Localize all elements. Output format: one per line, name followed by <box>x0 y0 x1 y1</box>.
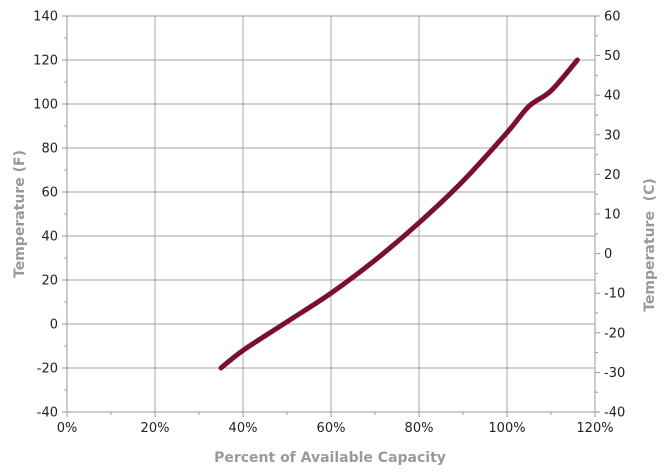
left-y-tick-label: -40 <box>37 406 58 421</box>
right-y-tick-label: 60 <box>604 10 621 25</box>
x-tick-label: 60% <box>317 421 346 436</box>
right-y-tick-label: -40 <box>604 406 625 421</box>
left-y-tick-label: 80 <box>41 142 58 157</box>
right-y-axis-tick-labels: -40 -30 -20 -10 0 10 20 30 40 50 60 <box>604 10 625 421</box>
left-y-tick-label: -20 <box>37 362 58 377</box>
left-y-tick-label: 0 <box>50 318 58 333</box>
x-tick-label: 0% <box>57 421 78 436</box>
grid-lines <box>66 15 596 413</box>
x-axis-tick-labels: 0% 20% 40% 60% 80% 100% 120% <box>57 421 614 436</box>
right-y-axis-title: Temperature (C) <box>642 178 658 312</box>
axis-ticks <box>62 15 600 417</box>
right-y-tick-label: 50 <box>604 49 621 64</box>
x-tick-label: 40% <box>229 421 258 436</box>
right-y-tick-label: 40 <box>604 89 621 104</box>
capacity-temperature-line <box>218 57 580 371</box>
right-y-tick-label: 20 <box>604 168 621 183</box>
right-y-tick-label: 30 <box>604 128 621 143</box>
series-layer <box>218 57 580 371</box>
left-y-tick-label: 60 <box>41 186 58 201</box>
x-tick-label: 80% <box>405 421 434 436</box>
left-y-axis-tick-labels: -40 -20 0 20 40 60 80 100 120 140 <box>33 10 58 421</box>
x-axis-title: Percent of Available Capacity <box>214 450 446 466</box>
x-tick-label: 120% <box>576 421 613 436</box>
left-y-tick-label: 140 <box>33 10 58 25</box>
right-y-tick-label: 10 <box>604 208 621 223</box>
x-tick-label: 100% <box>488 421 525 436</box>
left-y-tick-label: 120 <box>33 54 58 69</box>
right-y-tick-label: -10 <box>604 287 625 302</box>
left-y-axis-title: Temperature (F) <box>12 150 28 278</box>
left-y-tick-label: 100 <box>33 98 58 113</box>
x-tick-label: 20% <box>141 421 170 436</box>
right-y-tick-label: 0 <box>604 247 612 262</box>
left-y-tick-label: 40 <box>41 230 58 245</box>
left-y-tick-label: 20 <box>41 274 58 289</box>
right-y-tick-label: -30 <box>604 366 625 381</box>
right-y-tick-label: -20 <box>604 326 625 341</box>
